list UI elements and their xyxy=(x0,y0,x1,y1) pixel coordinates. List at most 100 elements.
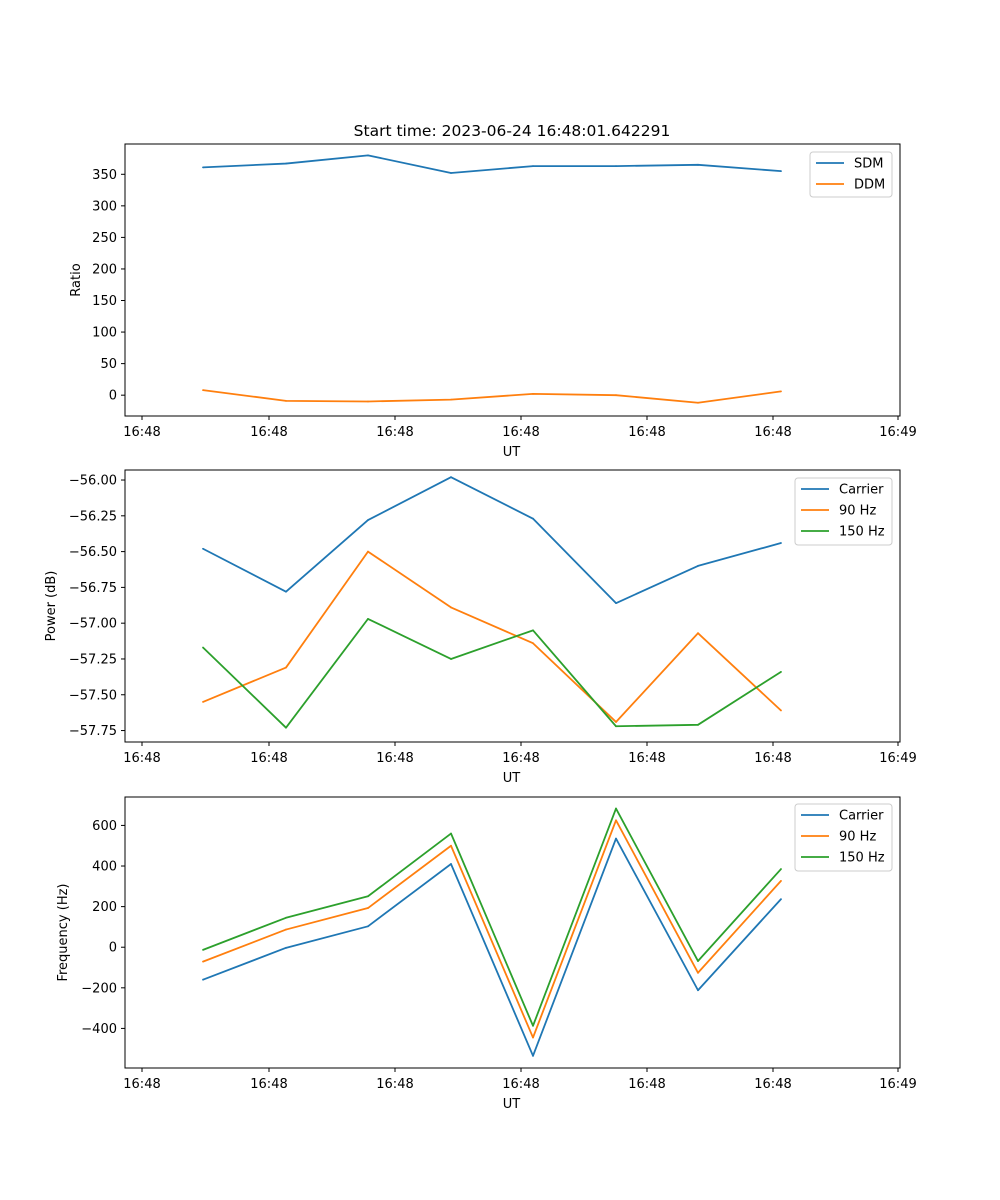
y-tick-label: 0 xyxy=(109,389,117,404)
data-point xyxy=(780,390,782,393)
data-point xyxy=(615,602,617,605)
x-axis-label: UT xyxy=(503,771,521,786)
y-tick-label: 250 xyxy=(92,231,117,246)
panel-3: −400 −200 0 200 400 600 16:48 16:48 16:48 16:48 16… xyxy=(56,796,917,1112)
y-tick-label: 150 xyxy=(92,294,117,309)
data-point xyxy=(780,170,782,173)
data-point xyxy=(450,832,452,835)
data-point xyxy=(532,629,534,632)
data-point xyxy=(202,960,204,963)
y-tick-label: −400 xyxy=(81,1022,117,1037)
data-point xyxy=(202,646,204,649)
legend-box xyxy=(794,477,893,546)
series-line-90-hz xyxy=(202,550,782,723)
data-point xyxy=(450,844,452,847)
y-tick-label: 200 xyxy=(92,900,117,915)
y-tick-label: −57.00 xyxy=(69,617,117,632)
data-point xyxy=(532,517,534,520)
y-tick-label: −56.75 xyxy=(69,581,117,596)
series-line-90-hz xyxy=(202,819,782,1039)
data-point xyxy=(615,721,617,723)
x-tick-label: 16:48 xyxy=(754,1077,791,1092)
x-tick-label: 16:48 xyxy=(754,751,791,766)
data-point xyxy=(697,960,699,962)
x-tick-label: 16:48 xyxy=(123,751,160,766)
y-axis-label: Frequency (Hz) xyxy=(56,883,71,981)
data-point xyxy=(202,978,204,981)
data-point xyxy=(532,165,534,167)
data-point xyxy=(202,389,204,392)
axes-frame xyxy=(124,469,901,743)
y-tick-label: 300 xyxy=(92,199,117,214)
data-point xyxy=(367,895,369,898)
data-point xyxy=(367,154,369,157)
y-tick-label: −57.75 xyxy=(69,724,117,739)
data-point xyxy=(367,550,369,553)
legend-entry: Carrier xyxy=(839,483,884,498)
y-tick-label: 400 xyxy=(92,860,117,875)
y-tick-label: 0 xyxy=(109,941,117,956)
data-point xyxy=(450,606,452,609)
legend-entry: 90 Hz xyxy=(839,830,876,845)
data-point xyxy=(615,807,617,810)
data-point xyxy=(615,837,617,840)
x-tick-label: 16:48 xyxy=(250,751,287,766)
data-point xyxy=(202,166,204,169)
y-axis-label: Power (dB) xyxy=(44,571,59,642)
data-point xyxy=(697,565,699,567)
x-axis-label: UT xyxy=(503,445,521,460)
series-line-ddm xyxy=(202,389,782,404)
y-tick-label: 50 xyxy=(100,357,117,372)
data-point xyxy=(532,1054,534,1057)
panel-2: −57.75 −57.50 −57.25 −57.00 −56.75 −56.50 −56.… xyxy=(44,469,917,786)
legend: Carrier 90 Hz 150 Hz xyxy=(794,477,893,546)
data-point xyxy=(697,632,699,635)
legend-entry: 150 Hz xyxy=(839,525,885,540)
x-tick-label: 16:48 xyxy=(250,425,287,440)
y-tick-label: 350 xyxy=(92,168,117,183)
data-point xyxy=(285,928,287,931)
data-point xyxy=(367,617,369,620)
data-point xyxy=(697,723,699,726)
data-point xyxy=(450,398,452,401)
y-tick-label: 100 xyxy=(92,326,117,341)
x-tick-label: 16:48 xyxy=(628,425,665,440)
x-axis-label: UT xyxy=(503,1097,521,1112)
data-point xyxy=(780,879,782,882)
data-point xyxy=(285,916,287,919)
data-point xyxy=(285,590,287,593)
axes-frame xyxy=(124,796,901,1069)
data-point xyxy=(202,547,204,550)
data-point xyxy=(285,162,287,165)
series-line-sdm xyxy=(202,154,782,174)
data-point xyxy=(780,542,782,544)
series-line-150-hz xyxy=(202,807,782,1027)
data-point xyxy=(450,658,452,660)
y-tick-label: 600 xyxy=(92,819,117,834)
data-point xyxy=(532,393,534,395)
legend-entry: Carrier xyxy=(839,809,884,824)
legend: Carrier 90 Hz 150 Hz xyxy=(794,803,893,872)
y-tick-label: −56.25 xyxy=(69,509,117,524)
x-tick-label: 16:48 xyxy=(123,425,160,440)
legend-box xyxy=(794,803,893,872)
x-tick-label: 16:49 xyxy=(879,425,916,440)
data-point xyxy=(615,165,617,167)
x-tick-label: 16:48 xyxy=(376,751,413,766)
data-point xyxy=(367,519,369,522)
legend-entry: DDM xyxy=(854,178,885,193)
data-point xyxy=(532,642,534,645)
y-tick-label: −57.50 xyxy=(69,688,117,703)
x-tick-label: 16:48 xyxy=(502,425,539,440)
data-point xyxy=(615,819,617,822)
x-tick-label: 16:49 xyxy=(879,1077,916,1092)
x-tick-label: 16:48 xyxy=(376,1077,413,1092)
y-tick-label: −57.25 xyxy=(69,652,117,667)
y-tick-label: 200 xyxy=(92,262,117,277)
panel-1: 0 50 100 150 200 250 300 350 16:48 16:48 16:48 16:4… xyxy=(69,143,917,460)
chart-title: Start time: 2023-06-24 16:48:01.642291 xyxy=(354,122,671,140)
data-point xyxy=(615,725,617,728)
x-tick-label: 16:48 xyxy=(628,1077,665,1092)
legend-entry: SDM xyxy=(854,157,883,172)
